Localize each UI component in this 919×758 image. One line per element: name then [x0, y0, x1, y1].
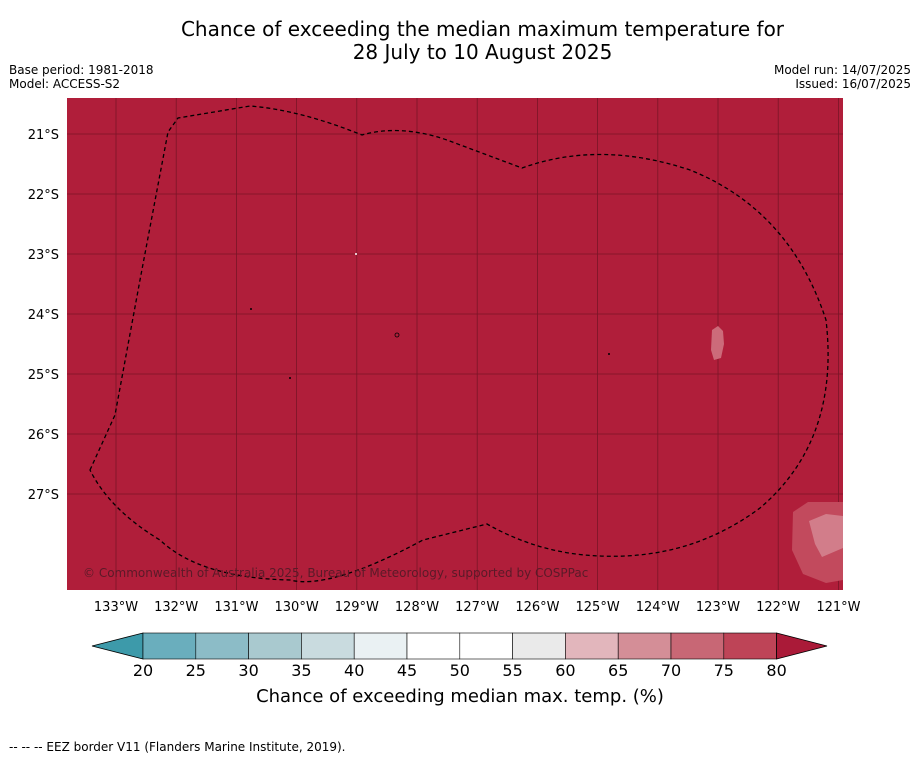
colorbar-tick-label: 55 [502, 661, 523, 680]
eez-border [89, 105, 829, 583]
latitude-tick-label: 27°S [28, 488, 59, 503]
island-dot [250, 308, 252, 310]
longitude-tick-label: 125°W [576, 600, 620, 615]
probability-patch-inner [809, 514, 843, 557]
colorbar-title: Chance of exceeding median max. temp. (%… [256, 686, 664, 707]
island-dot [608, 353, 610, 355]
base-period: Base period: 1981-2018 [9, 63, 154, 77]
colorbar-low-extension [91, 632, 144, 660]
colorbar-tick-label: 40 [344, 661, 365, 680]
colorbar-tick-label: 75 [713, 661, 734, 680]
title-line-2: 28 July to 10 August 2025 [352, 40, 613, 64]
colorbar-tick-label: 50 [449, 661, 470, 680]
colorbar-tick-label: 65 [608, 661, 629, 680]
colorbar-segment [142, 632, 197, 660]
probability-field [67, 98, 843, 590]
island-dot [355, 253, 357, 255]
longitude-tick-label: 127°W [455, 600, 499, 615]
model-name: Model: ACCESS-S2 [9, 77, 121, 91]
latitude-tick-label: 22°S [28, 188, 59, 203]
longitude-tick-label: 128°W [395, 600, 439, 615]
longitude-tick-label: 126°W [515, 600, 559, 615]
longitude-tick-label: 124°W [636, 600, 680, 615]
map-title: Chance of exceeding the median maximum t… [0, 18, 919, 64]
longitude-labels: 133°W 132°W 131°W 130°W 129°W 128°W 127°W 126°W… [94, 600, 861, 615]
title-line-1: Chance of exceeding the median maximum t… [180, 17, 785, 41]
longitude-tick-label: 122°W [756, 600, 800, 615]
latitude-labels: 21°S 22°S 23°S 24°S 25°S 26°S 27°S [28, 128, 59, 503]
colorbar-segment [406, 632, 461, 660]
latitude-tick-label: 21°S [28, 128, 59, 143]
colorbar-tick-label: 25 [185, 661, 206, 680]
longitude-tick-label: 129°W [335, 600, 379, 615]
colorbar-segment [353, 632, 408, 660]
colorbar-high-extension [776, 632, 828, 660]
colorbar-tick-label: 35 [291, 661, 312, 680]
colorbar-segment [512, 632, 566, 660]
longitude-tick-label: 123°W [696, 600, 740, 615]
colorbar-segment [195, 632, 249, 660]
colorbar-tick-label: 60 [555, 661, 576, 680]
latitude-tick-label: 26°S [28, 428, 59, 443]
colorbar-segment [723, 632, 777, 660]
colorbar-tick-label: 20 [132, 661, 154, 680]
colorbar-tick-label: 80 [766, 661, 787, 680]
island-dot [289, 377, 291, 379]
longitude-tick-label: 130°W [275, 600, 319, 615]
eez-footnote: -- -- -- EEZ border V11 (Flanders Marine… [9, 740, 346, 754]
island-dot [394, 332, 400, 338]
latitude-tick-label: 24°S [28, 308, 59, 323]
colorbar-segment [248, 632, 302, 660]
colorbar-segment [301, 632, 355, 660]
colorbar-tick-label: 30 [238, 661, 259, 680]
colorbar-segment [565, 632, 619, 660]
colorbar-segment [459, 632, 513, 660]
colorbar-tick-label: 45 [396, 661, 418, 680]
issued-date: Issued: 16/07/2025 [795, 77, 911, 91]
model-run: Model run: 14/07/2025 [773, 63, 911, 77]
longitude-tick-label: 133°W [94, 600, 138, 615]
longitude-tick-label: 121°W [816, 600, 860, 615]
run-info: Model run: 14/07/2025 Issued: 16/07/2025 [774, 63, 911, 91]
probability-patch-small [711, 326, 724, 360]
base-info: Base period: 1981-2018 Model: ACCESS-S2 [9, 63, 154, 91]
colorbar-tick-label: 70 [660, 661, 682, 680]
colorbar-segment [617, 632, 672, 660]
colorbar [91, 632, 828, 660]
latitude-tick-label: 25°S [28, 368, 59, 383]
colorbar-segment [670, 632, 725, 660]
copyright-notice: © Commonwealth of Australia 2025, Bureau… [83, 566, 588, 580]
longitude-tick-label: 132°W [154, 600, 198, 615]
longitude-tick-label: 131°W [214, 600, 258, 615]
latitude-tick-label: 23°S [28, 248, 59, 263]
